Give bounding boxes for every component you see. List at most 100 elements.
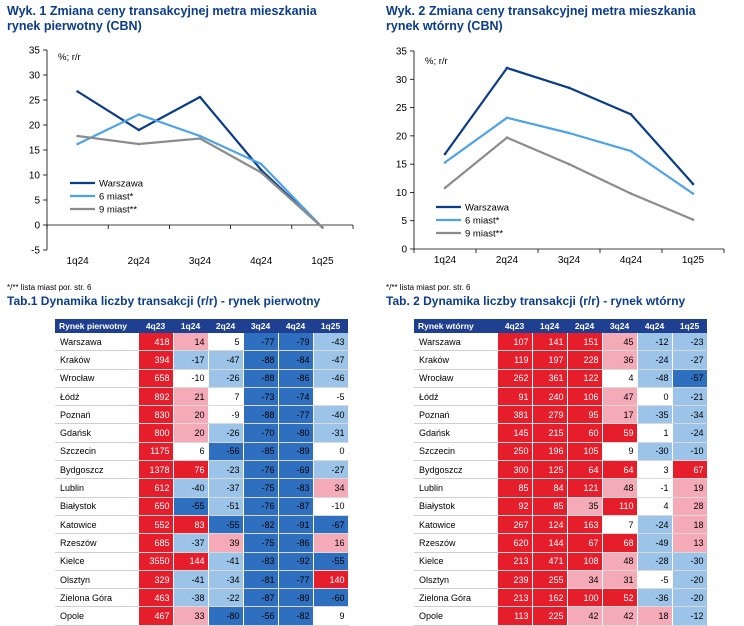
table-cell: 45 (602, 333, 638, 352)
chart2-title: Wyk. 2 Zmiana ceny transakcyjnej metra m… (386, 4, 696, 34)
table-cell: 151 (567, 333, 603, 352)
column-header: 1q25 (313, 319, 348, 333)
chart2-point (505, 116, 509, 120)
table-row: Łódź 892 21 7 -73 -74 -5 (55, 387, 349, 407)
table-cell: 279 (532, 405, 568, 425)
table-cell: 60 (567, 423, 603, 443)
table-cell: -77 (243, 333, 279, 352)
table-cell: 394 (138, 350, 174, 370)
chart2-legend-label: 9 miast** (465, 229, 503, 240)
table-cell: -31 (313, 423, 349, 443)
note-left: */** lista miast por. str. 6 (7, 283, 92, 292)
table-cell: 240 (532, 387, 568, 407)
city-name: Lublin (55, 478, 139, 498)
table-cell: 0 (637, 387, 673, 407)
table-cell: 20 (173, 405, 209, 425)
column-header: 4q24 (637, 319, 672, 333)
row-header-label: Rynek wtórny (414, 319, 497, 333)
table-cell: 34 (313, 478, 349, 498)
table-cell: -87 (243, 588, 279, 608)
table-cell: 85 (497, 478, 533, 498)
chart2-point (629, 113, 633, 116)
table-cell: 35 (567, 497, 603, 516)
table-cell: -1 (637, 478, 673, 498)
chart2-point (443, 186, 447, 190)
table-cell: -76 (243, 497, 279, 516)
chart2-xtick-label: 3q24 (558, 255, 581, 266)
column-header: 1q24 (532, 319, 567, 333)
table-cell: 255 (532, 570, 568, 590)
table-cell: -60 (313, 588, 349, 608)
table-cell: -24 (672, 423, 708, 443)
table-row: Rzeszów 620 144 67 68 -49 13 (414, 533, 708, 553)
chart1-ytick-label: 25 (29, 96, 41, 107)
column-header: 1q24 (173, 319, 208, 333)
chart2-ytick-label: 30 (396, 75, 408, 86)
table-cell: -34 (208, 570, 244, 590)
table-cell: -55 (173, 497, 209, 516)
table-cell: 119 (497, 350, 533, 370)
table-cell: -51 (208, 497, 244, 516)
table-cell: -48 (637, 369, 673, 388)
chart1-point (321, 226, 324, 229)
chart2-series-line-0 (444, 66, 694, 185)
chart2-point (691, 192, 695, 195)
table-cell: -77 (278, 570, 314, 590)
column-header: 4q23 (497, 319, 532, 333)
table-cell: 463 (138, 588, 174, 608)
chart1-point (137, 113, 141, 116)
table-cell: -10 (173, 369, 209, 388)
city-name: Gdańsk (414, 423, 498, 443)
chart1-ytick-label: 5 (34, 196, 40, 207)
city-name: Białystok (55, 497, 139, 516)
table-cell: 52 (602, 588, 638, 608)
chart2-point (629, 149, 633, 153)
table-cell: 105 (567, 442, 603, 462)
table-cell: -37 (173, 533, 209, 553)
table-cell: 47 (602, 387, 638, 407)
table-row: Olsztyn 239 255 34 31 -5 -20 (414, 570, 708, 590)
city-name: Opole (55, 606, 139, 626)
table-cell: 19 (672, 478, 708, 498)
city-name: Zielona Góra (55, 588, 139, 608)
table-cell: -12 (637, 333, 673, 352)
table-cell: -87 (278, 497, 314, 516)
table-cell: -80 (208, 606, 244, 626)
table-cell: 34 (567, 570, 603, 590)
table-cell: -82 (278, 606, 314, 626)
table-cell: -26 (208, 369, 244, 388)
table-cell: -73 (243, 387, 279, 407)
table-cell: -82 (243, 515, 279, 535)
city-name: Zielona Góra (414, 588, 498, 608)
table-row: Poznań 381 279 95 17 -35 -34 (414, 405, 708, 425)
table-cell: -47 (313, 350, 349, 370)
table-cell: 33 (173, 606, 209, 626)
table-cell: 213 (497, 552, 533, 571)
chart1-ytick-label: 10 (29, 171, 41, 182)
table-cell: -27 (672, 350, 708, 370)
table-cell: -28 (637, 552, 673, 571)
table-cell: 16 (313, 533, 349, 553)
chart2-ylabel: %; r/r (425, 56, 448, 67)
table-cell: -43 (313, 333, 349, 352)
table-cell: 1378 (138, 460, 174, 480)
city-name: Warszawa (414, 333, 498, 352)
city-name: Bydgoszcz (414, 460, 498, 480)
chart2-xtick-label: 1q25 (682, 255, 705, 266)
table2-body: Warszawa 107 141 151 45 -12 -23 Kraków 119 197 228… (414, 333, 708, 626)
table-cell: 7 (208, 387, 244, 407)
table-cell: 76 (173, 460, 209, 480)
table-row: Rzeszów 685 -37 39 -75 -86 16 (55, 533, 349, 553)
city-name: Wrocław (414, 369, 498, 388)
table-cell: -89 (278, 442, 314, 462)
chart2-point (505, 136, 509, 139)
table-cell: -36 (637, 588, 673, 608)
table-cell: -24 (637, 515, 673, 535)
chart2-ytick-label: 15 (396, 160, 408, 171)
table-cell: -5 (313, 387, 349, 407)
table-cell: 552 (138, 515, 174, 535)
table-cell: 381 (497, 405, 533, 425)
chart2-legend-label: 6 miast* (465, 216, 500, 227)
table-row: Gdańsk 145 215 60 59 1 -24 (414, 423, 708, 443)
table-cell: -81 (243, 570, 279, 590)
